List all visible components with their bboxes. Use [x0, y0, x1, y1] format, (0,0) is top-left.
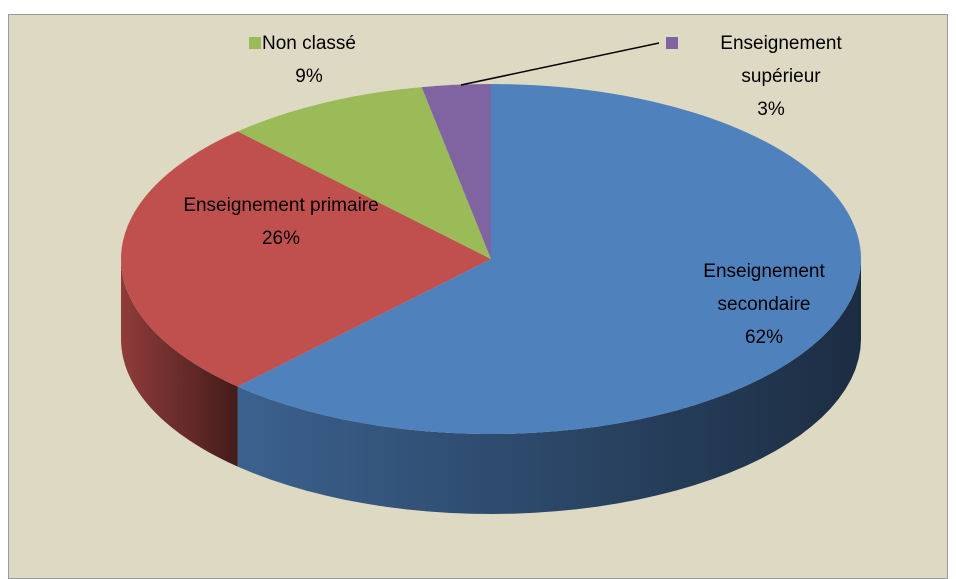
- chart: Enseignement secondaire 62% Enseignement p…: [8, 14, 948, 579]
- slice: [237, 84, 861, 435]
- value-label: 3%: [757, 99, 785, 120]
- value-label: 26%: [261, 228, 301, 249]
- slice-side: [121, 259, 238, 467]
- data-label: Non classé 9%: [239, 27, 379, 93]
- data-label: Enseignement secondaire 62%: [664, 255, 864, 354]
- slice-side: [237, 259, 861, 514]
- legend-key: [249, 37, 261, 49]
- pie-area: [120, 42, 861, 514]
- slice: [237, 87, 491, 259]
- data-label: Enseignement primaire 26%: [181, 189, 381, 255]
- leader-line: [460, 42, 660, 86]
- slice: [421, 84, 491, 259]
- category-label: Enseignement primaire: [183, 195, 379, 216]
- legend-key: [666, 37, 678, 49]
- slice: [120, 131, 491, 387]
- value-label: 62%: [744, 327, 784, 348]
- value-label: 9%: [295, 66, 323, 87]
- category-label: Enseignement supérieur: [720, 33, 842, 87]
- category-label: Non classé: [262, 33, 356, 54]
- category-label: Enseignement secondaire: [703, 261, 825, 315]
- data-label: Enseignement supérieur 3%: [681, 27, 861, 126]
